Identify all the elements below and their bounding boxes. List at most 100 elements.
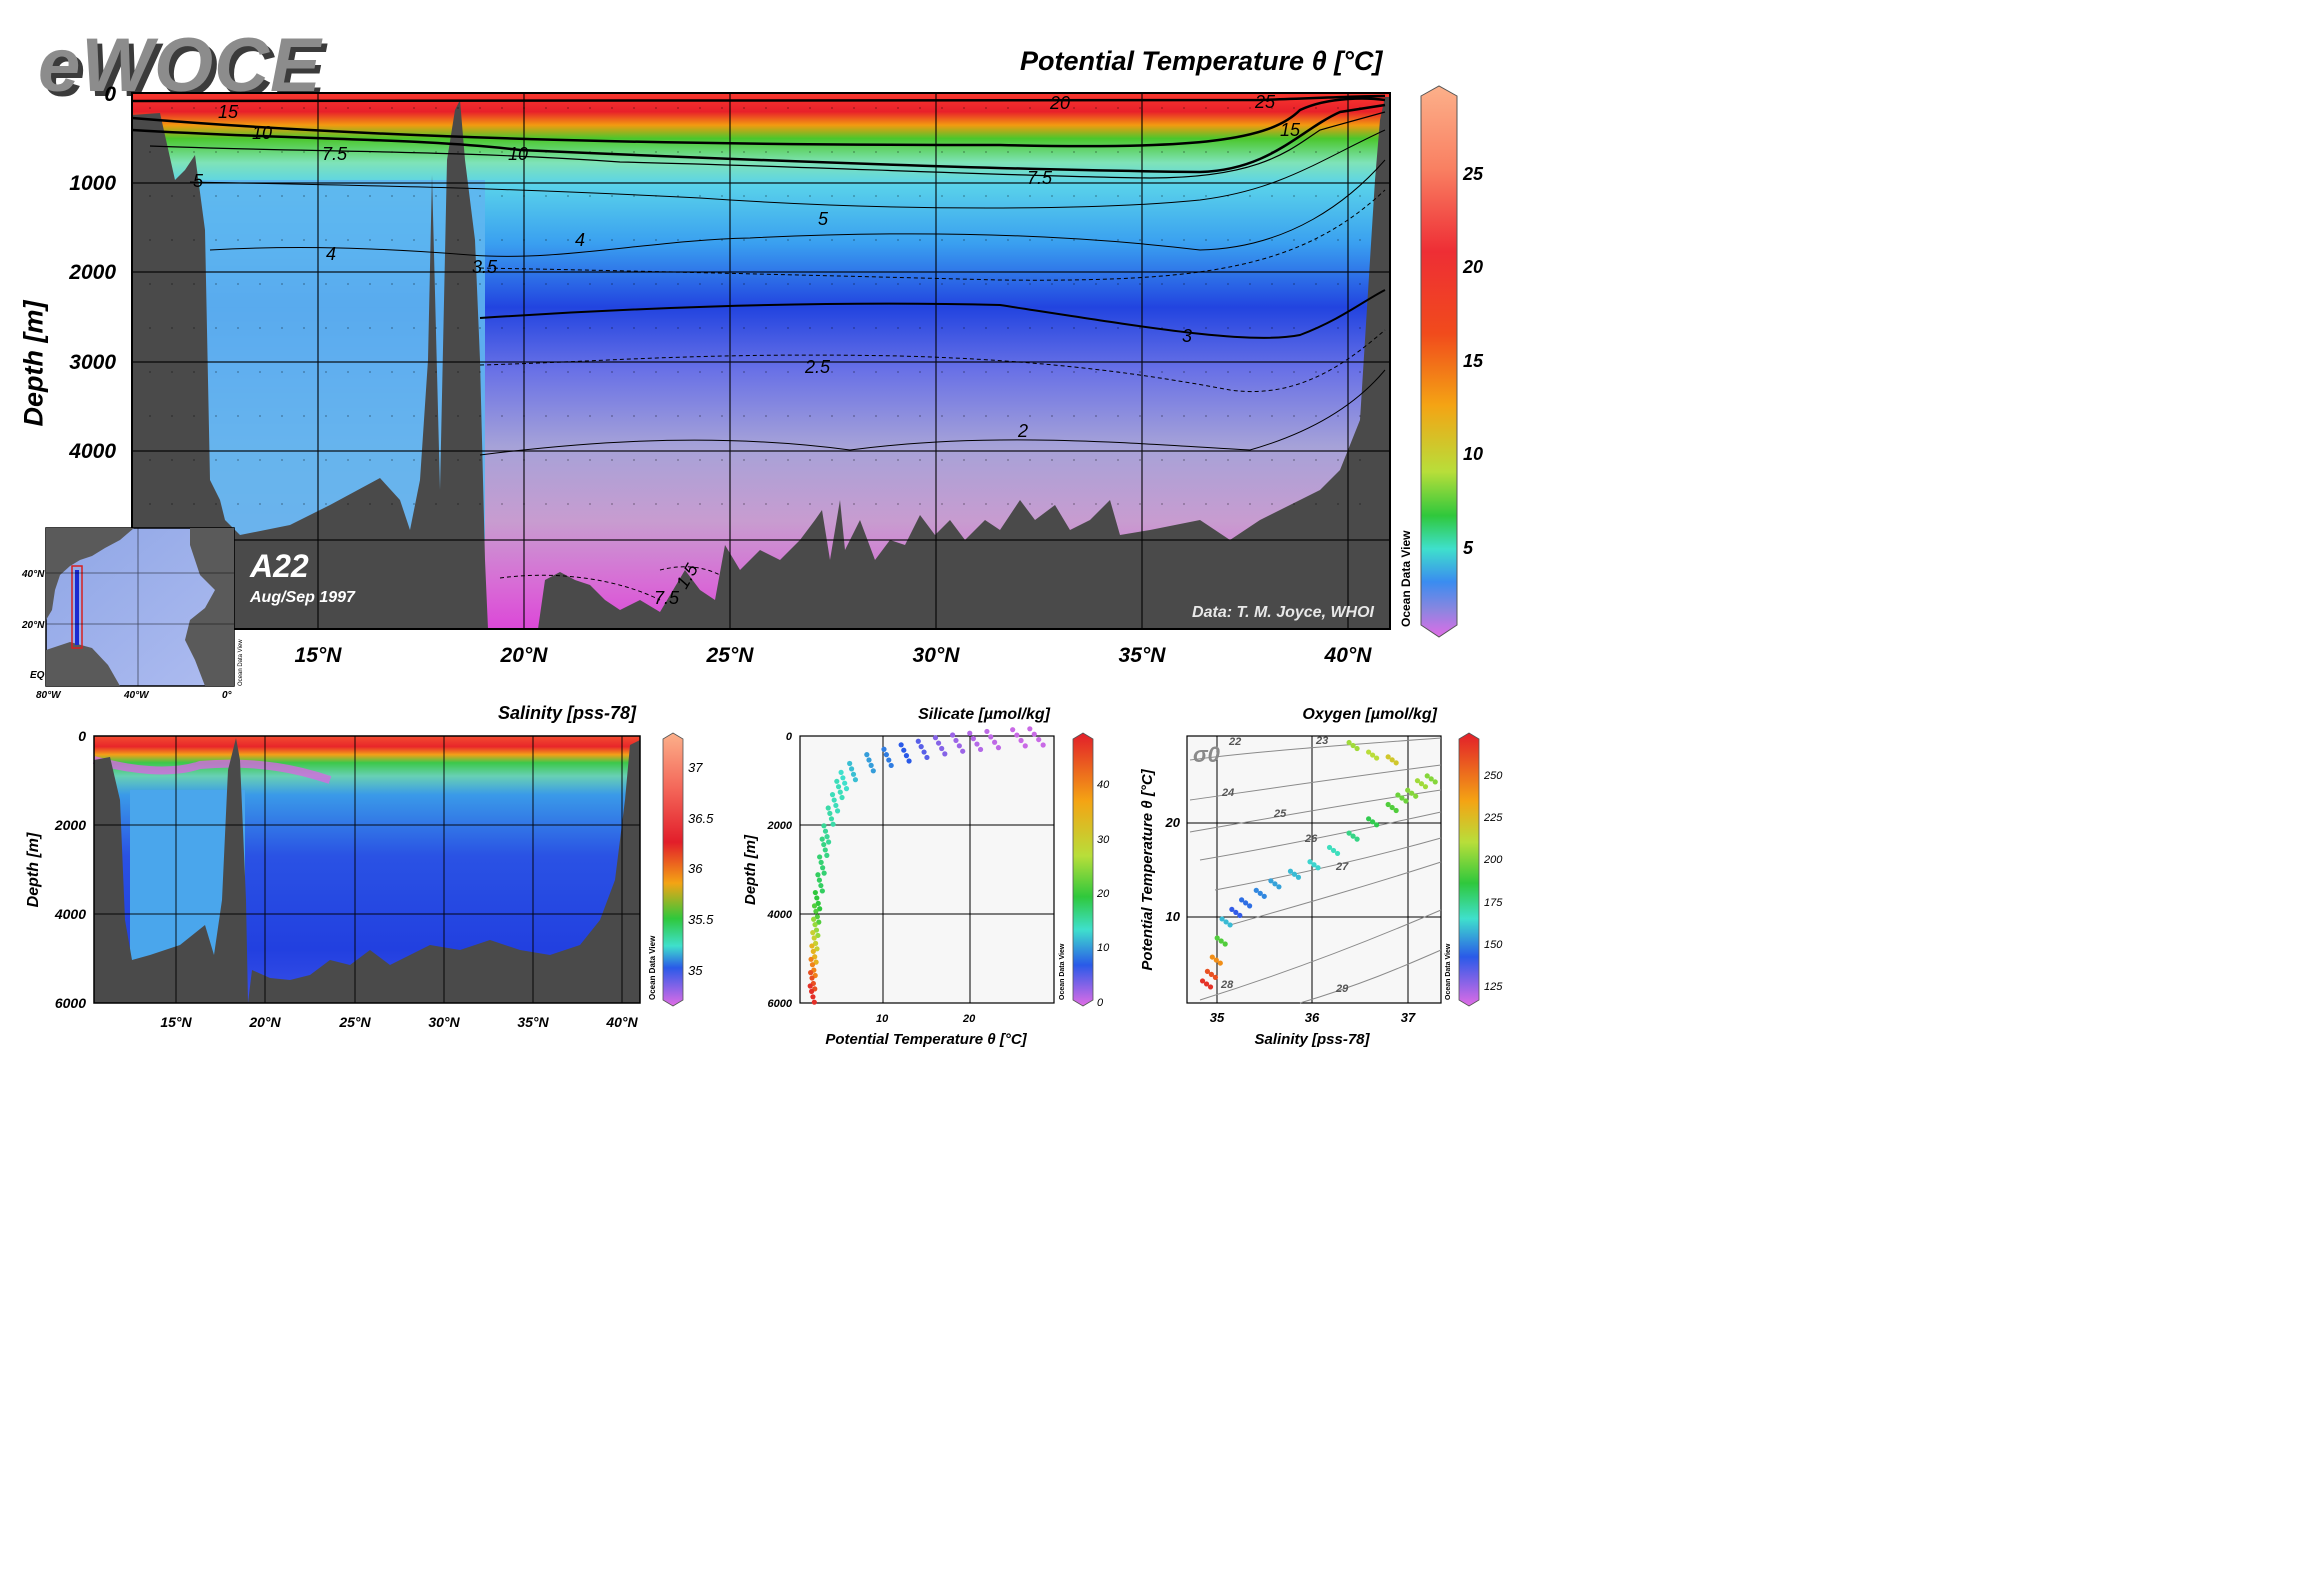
sample-dot: [919, 151, 921, 153]
isopycnal-label-26: 26: [1304, 833, 1318, 845]
data-credit: Data: T. M. Joyce, WHOI: [1192, 604, 1375, 621]
silicate-point: [812, 889, 818, 896]
sample-dot: [809, 327, 811, 329]
salinity-y-tick-0: 0: [78, 728, 86, 744]
sample-dot: [1205, 459, 1207, 461]
sample-dot: [1139, 503, 1141, 505]
sample-dot: [589, 371, 591, 373]
sample-dot: [391, 239, 393, 241]
sample-dot: [1205, 503, 1207, 505]
silicate-point: [1018, 737, 1024, 744]
sample-dot: [721, 107, 723, 109]
oxygen-point: [1315, 865, 1321, 871]
sample-dot: [809, 107, 811, 109]
oxygen-point: [1350, 742, 1356, 749]
isopycnal-label-22: 22: [1228, 736, 1241, 748]
sample-dot: [567, 283, 569, 285]
sample-dot: [721, 459, 723, 461]
sample-dot: [589, 239, 591, 241]
contour-label-5: 5: [193, 171, 204, 191]
sample-dot: [765, 283, 767, 285]
sample-dot: [677, 327, 679, 329]
map-lat-20n: 20°N: [21, 620, 45, 631]
silicate-point: [837, 789, 843, 795]
sample-dot: [171, 283, 173, 285]
main-cbar-tick-20: 20: [1462, 257, 1483, 277]
oxygen-point: [1405, 787, 1411, 793]
isopycnal-label-25: 25: [1273, 808, 1287, 820]
sample-dot: [765, 195, 767, 197]
silicate-point: [810, 948, 816, 954]
oxygen-point: [1424, 773, 1430, 779]
silicate-point: [901, 747, 907, 753]
silicate-points: [807, 726, 1046, 1005]
sample-dot: [149, 239, 151, 241]
sample-dot: [391, 195, 393, 197]
sample-dot: [1359, 503, 1361, 505]
sample-dot: [897, 327, 899, 329]
sample-dot: [281, 459, 283, 461]
sample-dot: [501, 415, 503, 417]
main-colorbar: [1420, 85, 1458, 638]
sample-dot: [215, 459, 217, 461]
oxygen-point: [1268, 878, 1274, 884]
contour-label-10b: 10: [508, 144, 528, 164]
oxygen-cbar-tick-225: 225: [1483, 812, 1503, 824]
sample-dot: [1271, 283, 1273, 285]
sample-dot: [193, 107, 195, 109]
sample-dot: [655, 327, 657, 329]
silicate-point: [816, 877, 823, 883]
sample-dot: [1227, 195, 1229, 197]
oxygen-point: [1428, 776, 1434, 782]
oxygen-cbar-tick-175: 175: [1484, 897, 1503, 909]
sample-dot: [1293, 415, 1295, 417]
sample-dot: [523, 151, 525, 153]
silicate-point: [868, 762, 874, 769]
sample-dot: [567, 503, 569, 505]
sample-dot: [1227, 503, 1229, 505]
sample-dot: [1051, 327, 1053, 329]
silicate-point: [833, 802, 839, 809]
sample-dot: [325, 107, 327, 109]
silicate-point: [807, 983, 813, 989]
sample-dot: [1271, 151, 1273, 153]
salinity-x-tick-20n: 20°N: [248, 1014, 281, 1030]
sample-dot: [853, 239, 855, 241]
oxygen-point: [1219, 916, 1225, 922]
sample-dot: [655, 107, 657, 109]
sample-dot: [1271, 195, 1273, 197]
sample-dot: [1007, 151, 1009, 153]
sample-dot: [523, 459, 525, 461]
sample-dot: [1183, 371, 1185, 373]
sample-dot: [369, 503, 371, 505]
sample-dot: [721, 371, 723, 373]
oxygen-point: [1253, 887, 1259, 893]
sample-dot: [1183, 327, 1185, 329]
sample-dot: [1271, 415, 1273, 417]
silicate-point: [942, 751, 948, 757]
sample-dot: [1161, 459, 1163, 461]
sample-dot: [1293, 195, 1295, 197]
sample-dot: [963, 371, 965, 373]
silicate-x-tick-10: 10: [876, 1013, 889, 1025]
silicate-point: [809, 943, 815, 949]
sample-dot: [435, 371, 437, 373]
oxygen-x-tick-35: 35: [1210, 1010, 1225, 1025]
sample-dot: [941, 239, 943, 241]
map-lon-40w: 40°W: [123, 690, 150, 701]
sample-dot: [325, 283, 327, 285]
sample-dot: [831, 503, 833, 505]
silicate-point: [939, 745, 945, 752]
sample-dot: [413, 327, 415, 329]
sample-dot: [545, 503, 547, 505]
sample-dot: [1249, 195, 1251, 197]
contour-label-25: 25: [1254, 92, 1276, 112]
sample-dot: [237, 195, 239, 197]
sample-dot: [1095, 371, 1097, 373]
sample-dot: [237, 327, 239, 329]
sample-dot: [1337, 195, 1339, 197]
oxygen-point: [1403, 798, 1409, 804]
sample-dot: [831, 195, 833, 197]
silicate-point: [808, 970, 814, 976]
sample-dot: [1073, 327, 1075, 329]
